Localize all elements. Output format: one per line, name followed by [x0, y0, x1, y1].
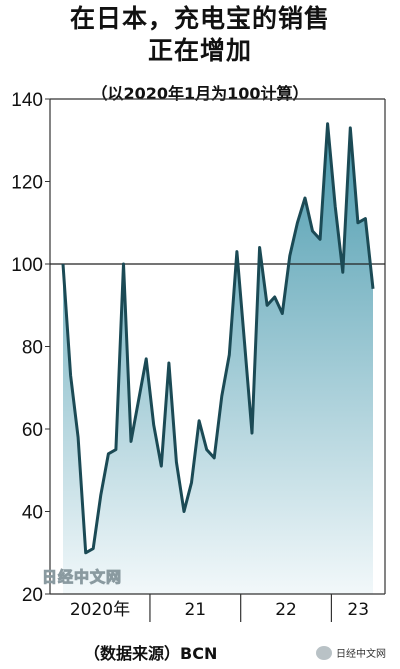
series-area-fill — [63, 123, 373, 595]
x-axis: 2020年 21 22 23 — [50, 593, 385, 622]
y-tick-label: 100 — [11, 255, 43, 276]
x-tick-label: 21 — [184, 600, 206, 620]
chart-title-line-1: 在日本，充电宝的销售 — [69, 4, 330, 33]
y-tick-label: 120 — [11, 173, 43, 194]
watermark-text: 日经中文网 — [41, 568, 123, 587]
y-tick-label: 140 — [11, 90, 43, 111]
x-tick-label: 23 — [347, 600, 369, 620]
y-tick-label: 80 — [22, 338, 43, 359]
chart-title-line-2: 正在增加 — [147, 36, 252, 65]
y-tick-label: 40 — [22, 503, 43, 524]
y-tick-label: 60 — [22, 420, 43, 441]
x-tick-label: 2020年 — [70, 600, 130, 620]
y-axis: 20 40 60 80 100 120 140 — [11, 90, 50, 606]
series-line — [61, 122, 375, 555]
x-tick-label: 22 — [275, 600, 297, 620]
chart-subtitle: （以2020年1月为100计算） — [91, 84, 309, 103]
y-tick-label: 20 — [22, 585, 43, 606]
wechat-account-label: 日经中文网 — [336, 649, 386, 660]
wechat-icon — [316, 645, 332, 660]
data-source-note: （数据来源）BCN — [84, 644, 218, 663]
wechat-account: 日经中文网 — [316, 645, 386, 660]
